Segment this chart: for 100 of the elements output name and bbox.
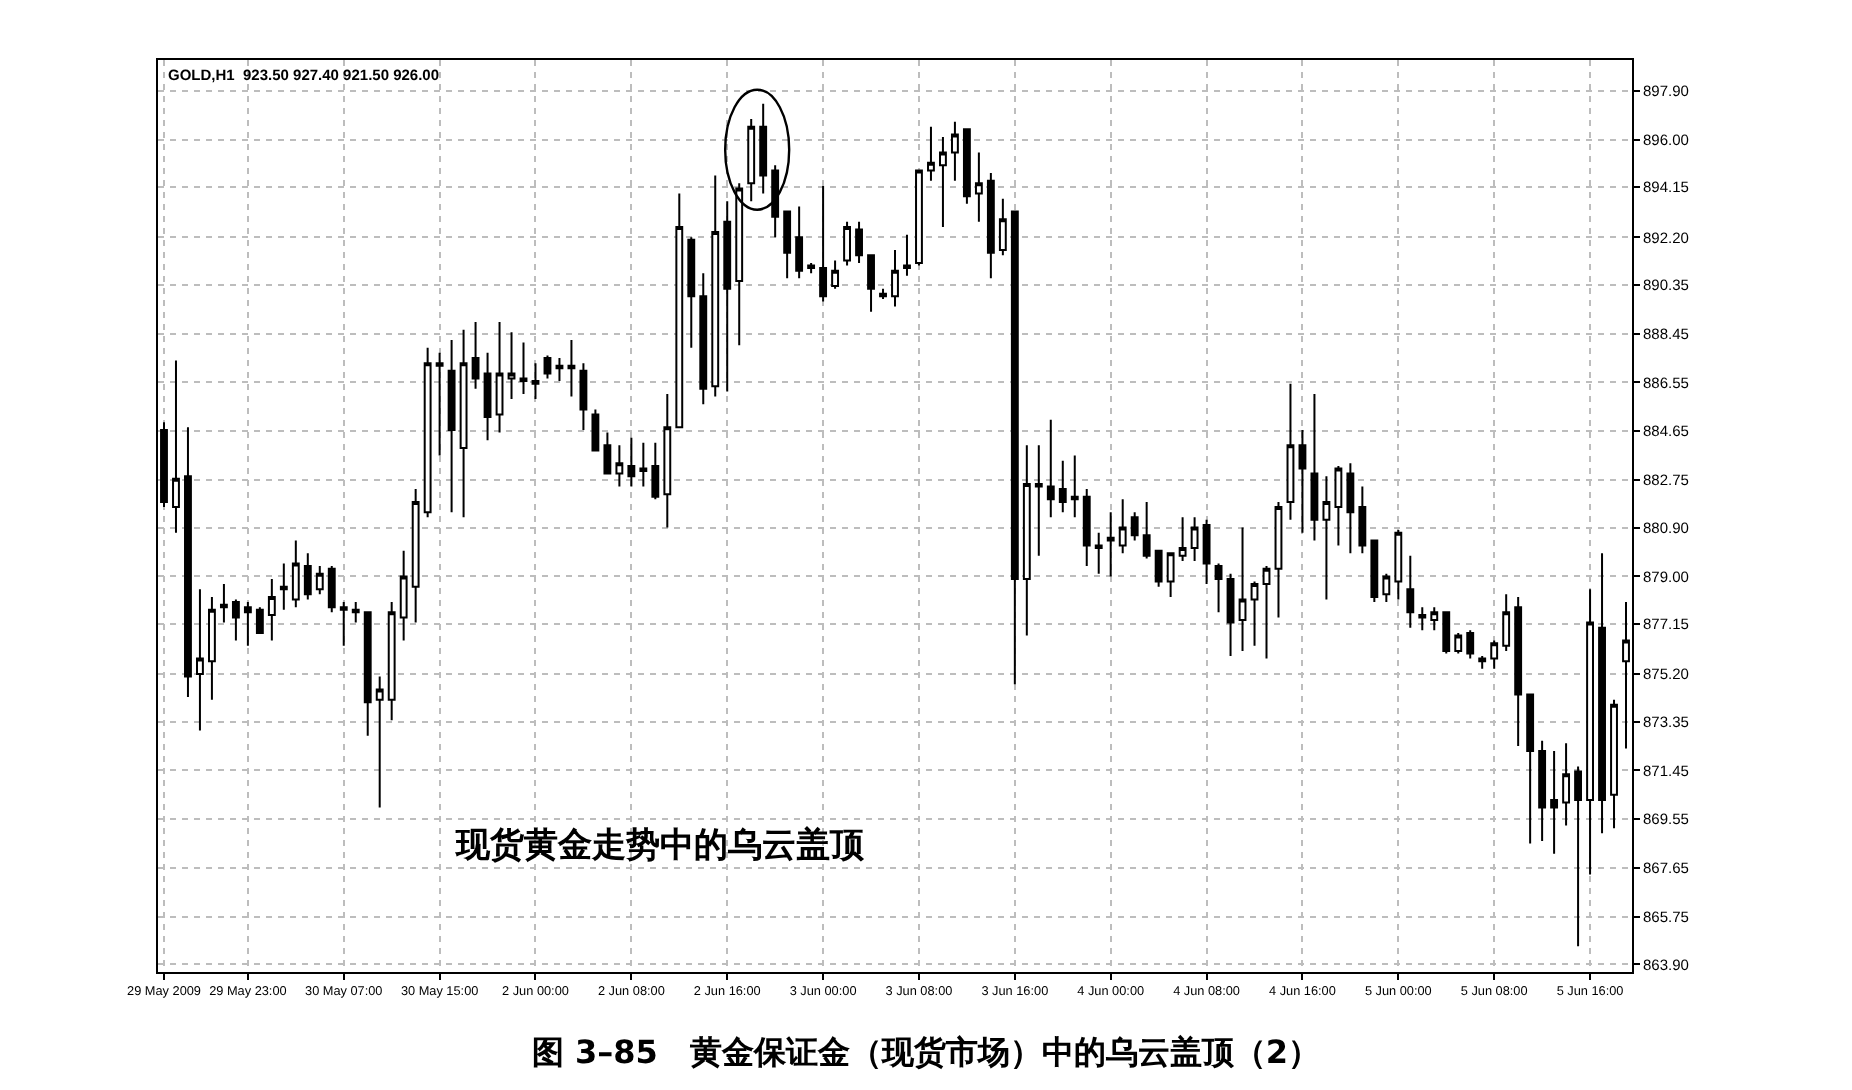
candlestick <box>1058 459 1067 514</box>
candlestick <box>651 441 660 501</box>
candlestick <box>675 192 684 429</box>
candlestick <box>399 549 408 642</box>
candlestick <box>1610 698 1618 830</box>
candlestick <box>1502 593 1511 652</box>
candlestick <box>411 488 420 624</box>
candlestick <box>208 595 216 701</box>
candlestick <box>687 236 696 349</box>
candlestick <box>950 120 959 182</box>
candlestick <box>1430 606 1439 632</box>
candlestick <box>1022 444 1031 637</box>
candlestick <box>243 601 252 647</box>
candlestick <box>555 357 564 383</box>
candlestick <box>843 220 851 267</box>
candlestick <box>567 339 576 398</box>
candlestick <box>807 261 816 275</box>
candlestick <box>1094 531 1103 575</box>
candlestick <box>255 606 264 634</box>
candlestick <box>507 331 516 401</box>
annotation: 现货黄金走势中的乌云盖顶 <box>454 824 866 866</box>
candlestick <box>543 354 552 380</box>
candlestick <box>531 362 540 401</box>
candlestick <box>603 431 612 475</box>
candlestick <box>1454 631 1463 655</box>
candlestick <box>351 601 360 624</box>
candlestick <box>483 351 492 442</box>
candlestick <box>771 164 780 239</box>
candlestick <box>1046 418 1055 519</box>
candlestick <box>699 272 708 406</box>
candlestick <box>184 426 192 699</box>
candlestick <box>447 339 456 514</box>
candlestick <box>998 197 1007 257</box>
candlestick <box>423 346 432 519</box>
candlestick <box>831 259 840 290</box>
candlestick <box>879 287 887 300</box>
candlestick <box>1370 539 1379 604</box>
candlestick <box>1406 554 1415 629</box>
candlestick <box>435 351 444 457</box>
candlestick <box>663 392 672 529</box>
candlestick <box>1418 606 1427 632</box>
candlestick <box>974 151 983 223</box>
candlestick <box>891 249 899 308</box>
candlestick <box>759 102 768 195</box>
candlestick <box>579 362 588 431</box>
candlestick <box>172 359 180 534</box>
candlestick <box>1226 572 1235 658</box>
candlestick <box>1586 588 1594 876</box>
candlestick <box>1262 565 1271 660</box>
candlestick <box>519 341 528 395</box>
candlestick <box>1394 529 1403 601</box>
candlestick <box>986 172 995 280</box>
candlestick <box>1574 765 1582 948</box>
candlestick <box>1526 693 1535 845</box>
candlestick <box>735 182 744 347</box>
candlestick <box>1142 500 1151 560</box>
candlestick <box>1034 444 1043 557</box>
candlestick <box>279 562 288 611</box>
candlestick <box>639 441 648 488</box>
candlestick <box>627 436 636 488</box>
candlestick <box>723 200 732 393</box>
candlestick <box>1106 511 1115 578</box>
candlestick <box>267 577 276 642</box>
candlestick <box>196 588 204 732</box>
candlestick <box>1310 392 1319 542</box>
candlestick <box>1334 464 1343 547</box>
candlestick <box>459 328 468 519</box>
candlestick <box>855 220 863 264</box>
candlestick <box>867 254 875 313</box>
candlestick <box>1274 500 1283 619</box>
candlestick <box>375 675 384 809</box>
candlestick <box>1166 552 1175 598</box>
candlestick <box>915 169 923 267</box>
candlestick <box>1514 595 1523 747</box>
candlestick <box>591 408 600 452</box>
candlestick <box>615 444 624 488</box>
candlestick <box>1202 518 1211 586</box>
candlestick <box>783 210 792 280</box>
candlestick <box>927 125 935 182</box>
candlestick <box>1478 655 1487 670</box>
candlestick <box>1322 475 1331 601</box>
candlestick <box>1286 382 1295 521</box>
candlestick <box>1214 562 1223 614</box>
candlestick <box>795 205 804 280</box>
candlestick <box>1550 750 1559 855</box>
candlestick <box>1190 516 1199 562</box>
candlestick <box>1538 739 1547 842</box>
text: 图 3–85 黄金保证金（现货市场）中的乌云盖顶（2） <box>531 1032 1321 1071</box>
candlestick <box>962 128 971 205</box>
candlestick <box>819 184 828 303</box>
candlestick <box>939 136 947 228</box>
candlestick <box>387 601 396 722</box>
candlestick <box>1442 611 1451 655</box>
candlestick <box>303 552 312 601</box>
candlestick <box>1346 462 1355 555</box>
candlestick <box>711 174 720 398</box>
candlestick <box>231 598 240 642</box>
candlestick <box>903 233 911 277</box>
candlestick <box>1382 572 1391 604</box>
candlestick <box>1070 454 1079 519</box>
